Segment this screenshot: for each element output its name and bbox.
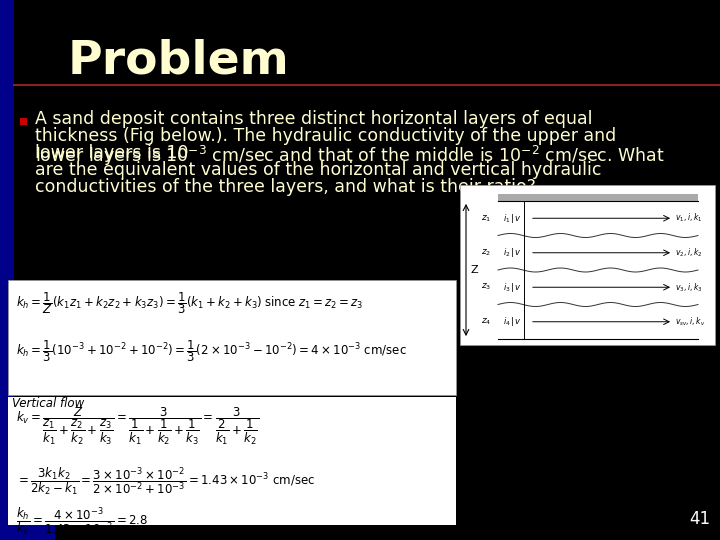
Text: $z_2$: $z_2$ <box>481 247 491 258</box>
Text: $k_h =\dfrac{1}{3}(10^{-3}+10^{-2}+10^{-2})=\dfrac{1}{3}(2\times10^{-3}-10^{-2}): $k_h =\dfrac{1}{3}(10^{-3}+10^{-2}+10^{-… <box>16 338 407 363</box>
Bar <box>0 500 55 540</box>
Text: conductivities of the three layers, and what is their ratio?: conductivities of the three layers, and … <box>35 178 536 196</box>
Text: $z_3$: $z_3$ <box>481 282 491 293</box>
Text: Vertical flow: Vertical flow <box>12 397 84 410</box>
Text: $v_1,i,k_1$: $v_1,i,k_1$ <box>675 212 703 225</box>
Text: lower layers is 10: lower layers is 10 <box>35 144 189 162</box>
Text: A sand deposit contains three distinct horizontal layers of equal: A sand deposit contains three distinct h… <box>35 110 593 128</box>
Text: lower layers is 10$^{-3}$ cm/sec and that of the middle is 10$^{-2}$ cm/sec. Wha: lower layers is 10$^{-3}$ cm/sec and tha… <box>35 144 665 168</box>
Text: $i_4\,|\,v$: $i_4\,|\,v$ <box>503 315 521 328</box>
Text: 41: 41 <box>689 510 710 528</box>
Bar <box>8 280 456 395</box>
Bar <box>0 0 14 540</box>
Text: $v_2,i,k_2$: $v_2,i,k_2$ <box>675 246 703 259</box>
Text: $i_1\,|\,v$: $i_1\,|\,v$ <box>503 212 521 225</box>
Text: $k_h = \dfrac{1}{Z}(k_1z_1+k_2z_2+k_3z_3)=\dfrac{1}{3}(k_1+k_2+k_3)$$\;\mathrm{s: $k_h = \dfrac{1}{Z}(k_1z_1+k_2z_2+k_3z_3… <box>16 290 363 316</box>
Text: $v_{sv},i,k_v$: $v_{sv},i,k_v$ <box>675 315 706 328</box>
Text: $\dfrac{k_h}{k_v}=\dfrac{4\times10^{-3}}{1.43\times10^{-3}}=2.8$: $\dfrac{k_h}{k_v}=\dfrac{4\times10^{-3}}… <box>16 505 148 537</box>
Text: Problem: Problem <box>68 38 289 83</box>
Text: $k_v = \dfrac{Z}{\dfrac{z_1}{k_1}+\dfrac{z_2}{k_2}+\dfrac{z_3}{k_3}}=\dfrac{3}{\: $k_v = \dfrac{Z}{\dfrac{z_1}{k_1}+\dfrac… <box>16 405 259 447</box>
Bar <box>498 194 698 201</box>
Text: are the equivalent values of the horizontal and vertical hydraulic: are the equivalent values of the horizon… <box>35 161 601 179</box>
Text: thickness (Fig below.). The hydraulic conductivity of the upper and: thickness (Fig below.). The hydraulic co… <box>35 127 616 145</box>
Bar <box>8 397 456 525</box>
Text: Z: Z <box>470 265 478 275</box>
Bar <box>20 118 27 125</box>
Text: $=\dfrac{3k_1k_2}{2k_2-k_1}=\dfrac{3\times10^{-3}\times10^{-2}}{2\times10^{-2}+1: $=\dfrac{3k_1k_2}{2k_2-k_1}=\dfrac{3\tim… <box>16 465 315 497</box>
Text: $z_4$: $z_4$ <box>481 316 491 327</box>
Text: $i_2\,|\,v$: $i_2\,|\,v$ <box>503 246 521 259</box>
Text: $i_3\,|\,v$: $i_3\,|\,v$ <box>503 281 521 294</box>
Bar <box>460 185 715 345</box>
Text: $v_3,i,k_3$: $v_3,i,k_3$ <box>675 281 703 294</box>
Text: $z_1$: $z_1$ <box>481 213 491 224</box>
